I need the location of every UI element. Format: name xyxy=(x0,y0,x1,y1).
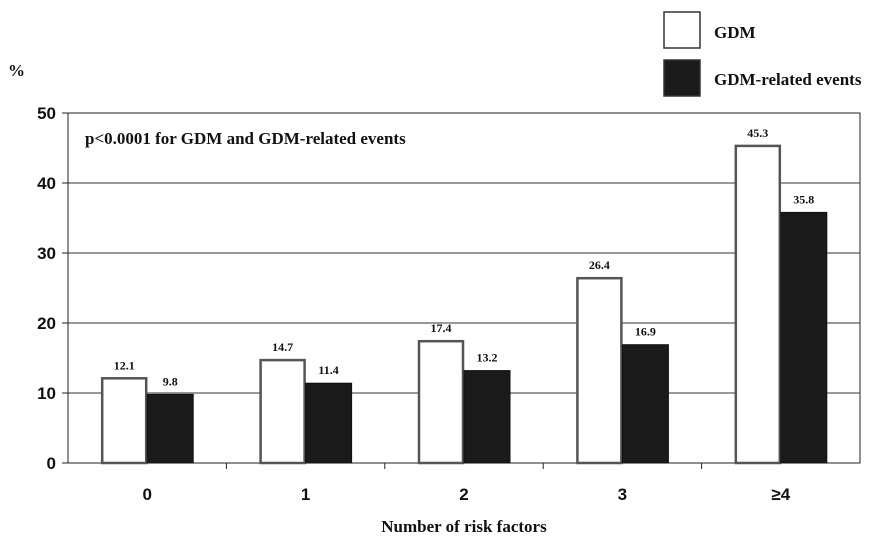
y-tick-label: 50 xyxy=(37,104,56,123)
bar-gdm xyxy=(259,358,306,465)
ticks: 0 10 20 30 40 50 0 1 2 3 ≥4 xyxy=(37,104,791,504)
legend-label-gdm-related-events: GDM-related events xyxy=(714,70,862,89)
bar-gdm xyxy=(576,276,623,465)
data-label: 35.8 xyxy=(793,192,814,206)
bars: 12.1 9.8 14.7 11.4 17.4 13.2 26.4 16.9 45.3 35.8 xyxy=(100,126,828,465)
data-label: 12.1 xyxy=(114,358,135,372)
bar-gdm-related-events xyxy=(780,211,828,464)
bar-gdm-related-events xyxy=(146,393,194,464)
y-axis-label: % xyxy=(8,61,25,80)
bar-gdm-related-events xyxy=(463,370,511,464)
legend: GDM GDM-related events xyxy=(663,11,862,97)
y-tick-label: 0 xyxy=(47,454,56,473)
data-label: 26.4 xyxy=(589,258,610,272)
legend-swatch-gdm-related-events xyxy=(663,59,701,97)
data-label: 17.4 xyxy=(431,321,452,335)
data-label: 45.3 xyxy=(747,126,768,140)
y-tick-label: 40 xyxy=(37,174,56,193)
data-label: 11.4 xyxy=(318,363,338,377)
legend-swatch-gdm xyxy=(663,11,701,49)
data-label: 16.9 xyxy=(635,325,656,339)
bar-gdm xyxy=(734,144,782,465)
y-tick-label: 20 xyxy=(37,314,56,333)
data-label: 9.8 xyxy=(163,374,178,388)
bar-gdm xyxy=(100,377,148,465)
x-axis-label: Number of risk factors xyxy=(381,517,547,536)
x-tick-label: 1 xyxy=(301,485,310,504)
x-tick-label: 0 xyxy=(142,485,151,504)
y-tick-label: 10 xyxy=(37,384,56,403)
bar-gdm-related-events xyxy=(305,382,353,464)
bar-gdm-related-events xyxy=(621,344,669,464)
legend-label-gdm: GDM xyxy=(714,23,756,42)
bar-gdm xyxy=(417,339,465,465)
x-tick-label: 3 xyxy=(618,485,627,504)
x-tick-label: 2 xyxy=(459,485,468,504)
y-tick-label: 30 xyxy=(37,244,56,263)
data-label: 14.7 xyxy=(272,340,293,354)
data-label: 13.2 xyxy=(477,351,498,365)
x-tick-label: ≥4 xyxy=(771,485,790,504)
significance-annotation: p<0.0001 for GDM and GDM-related events xyxy=(85,129,406,148)
